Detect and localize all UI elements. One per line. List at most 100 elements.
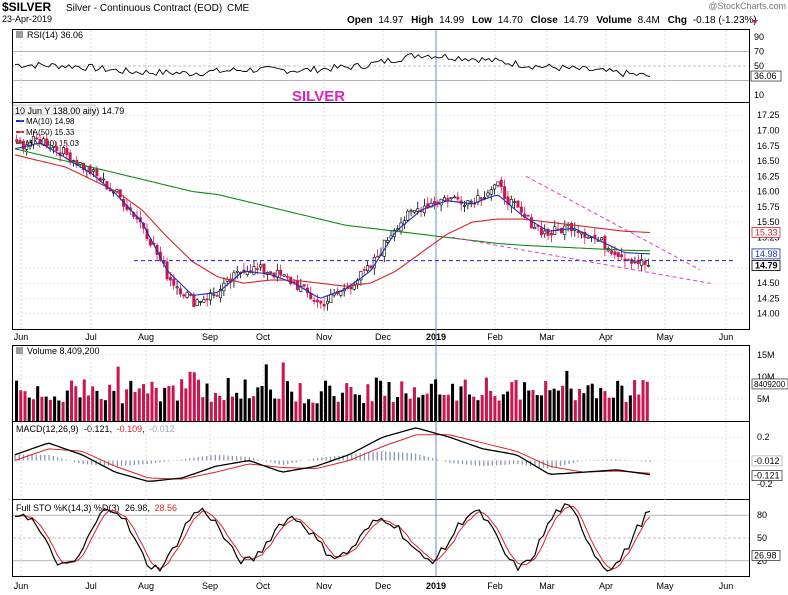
volume-bar [332, 396, 336, 421]
ma50-line [14, 154, 651, 287]
legend-ma10: MA(10) 14.98 [26, 117, 75, 126]
volume-bar [150, 381, 154, 421]
volume-bar [463, 379, 467, 421]
volume-bar [285, 381, 289, 421]
price-tick-label: 16.25 [757, 171, 780, 181]
volume-bar [565, 370, 569, 421]
rsi-tick-label: 50 [754, 61, 764, 71]
candle-body [432, 201, 436, 205]
volume-bar [370, 401, 374, 421]
candle-body [202, 299, 206, 303]
candle-body [569, 222, 573, 232]
volume-bar [362, 403, 366, 421]
macd-last-box [751, 455, 783, 467]
volume-bar [455, 400, 459, 421]
candle-body [102, 178, 106, 181]
volume-bar [366, 384, 370, 421]
price-tick-label: 17.00 [757, 125, 780, 135]
volume-bar [315, 403, 319, 421]
volume-bar [446, 394, 450, 421]
price-tick-label: 16.00 [757, 187, 780, 197]
candle-body [449, 197, 453, 200]
candle-body [563, 225, 567, 236]
volume-bar [133, 392, 137, 421]
volume-bar [27, 397, 31, 421]
candle-body [620, 254, 624, 257]
volume-bar [400, 381, 404, 421]
candle-body [533, 227, 537, 230]
candle-body [75, 160, 79, 166]
volume-last-label: 8409200 [754, 380, 786, 389]
silver-annotation: SILVER [292, 88, 345, 105]
volume-bar [256, 387, 260, 421]
candle-body [529, 217, 533, 229]
month-label-bottom: May [656, 581, 674, 591]
candle-body [31, 136, 35, 145]
candle-body [252, 266, 256, 275]
candle-body [168, 277, 172, 281]
volume-bar [552, 388, 556, 421]
open-value: 14.97 [378, 15, 403, 26]
macd-title: MACD(12,26,9) -0.121, -0.109, -0.012 [16, 424, 175, 434]
candle-body [543, 230, 547, 235]
candle-body [65, 147, 69, 155]
volume-bar [61, 401, 65, 421]
price-tick-label: 16.50 [757, 156, 780, 166]
candle-body [616, 252, 620, 257]
volume-bar [142, 384, 146, 421]
chart-date: 23-Apr-2019 [2, 14, 52, 24]
candle-body [51, 145, 55, 148]
candle-body [299, 285, 303, 292]
macd-signal-value: -0.109 [117, 424, 143, 434]
candle-body [610, 250, 614, 254]
candle-body [586, 236, 590, 239]
volume-bar [120, 403, 124, 421]
volume-bar [298, 383, 302, 421]
volume-bar [188, 371, 192, 421]
volume-bar [497, 400, 501, 421]
candle-body [412, 210, 416, 213]
candle-body [366, 265, 370, 272]
lower-trendline [451, 236, 714, 285]
candle-body [339, 291, 343, 296]
volume-bar [319, 391, 323, 421]
month-label: Apr [599, 332, 613, 342]
volume-bar [65, 390, 69, 421]
sto-tick-label: 20 [757, 556, 767, 566]
candle-body [359, 271, 363, 281]
candle-body [456, 196, 460, 200]
candle-body [329, 294, 333, 304]
price-last-label: 15.33 [755, 227, 778, 237]
volume-bar [379, 380, 383, 421]
volume-bar [91, 386, 95, 421]
volume-bar [548, 390, 552, 421]
volume-bar [594, 398, 598, 421]
price-legend-title: 10 Jun Y 138.00 aily) 14.79 [15, 106, 124, 116]
volume-bar [637, 394, 641, 421]
volume-bar [311, 402, 315, 421]
volume-bar [544, 380, 548, 421]
candle-body [429, 203, 433, 208]
macd-line [14, 427, 651, 482]
candle-body [312, 299, 316, 302]
volume-bar [108, 384, 112, 421]
volume-bar [154, 387, 158, 421]
candle-body [205, 298, 209, 301]
candle-body [506, 196, 510, 205]
month-label-bottom: Oct [256, 581, 271, 591]
chg-value: -0.18 (-1.23%) [693, 15, 757, 26]
volume-bar [396, 397, 400, 421]
month-label-bottom: Jun [719, 581, 734, 591]
volume-bar [349, 386, 353, 421]
candle-body [198, 301, 202, 303]
volume-bar [345, 383, 349, 421]
volume-bar [235, 392, 239, 421]
volume-bar [539, 395, 543, 421]
volume-bar [336, 401, 340, 421]
volume-bar [184, 388, 188, 421]
volume-bar [294, 401, 298, 421]
price-tick-label: 16.75 [757, 141, 780, 151]
volume-bar [599, 387, 603, 421]
volume-bar [230, 396, 234, 421]
